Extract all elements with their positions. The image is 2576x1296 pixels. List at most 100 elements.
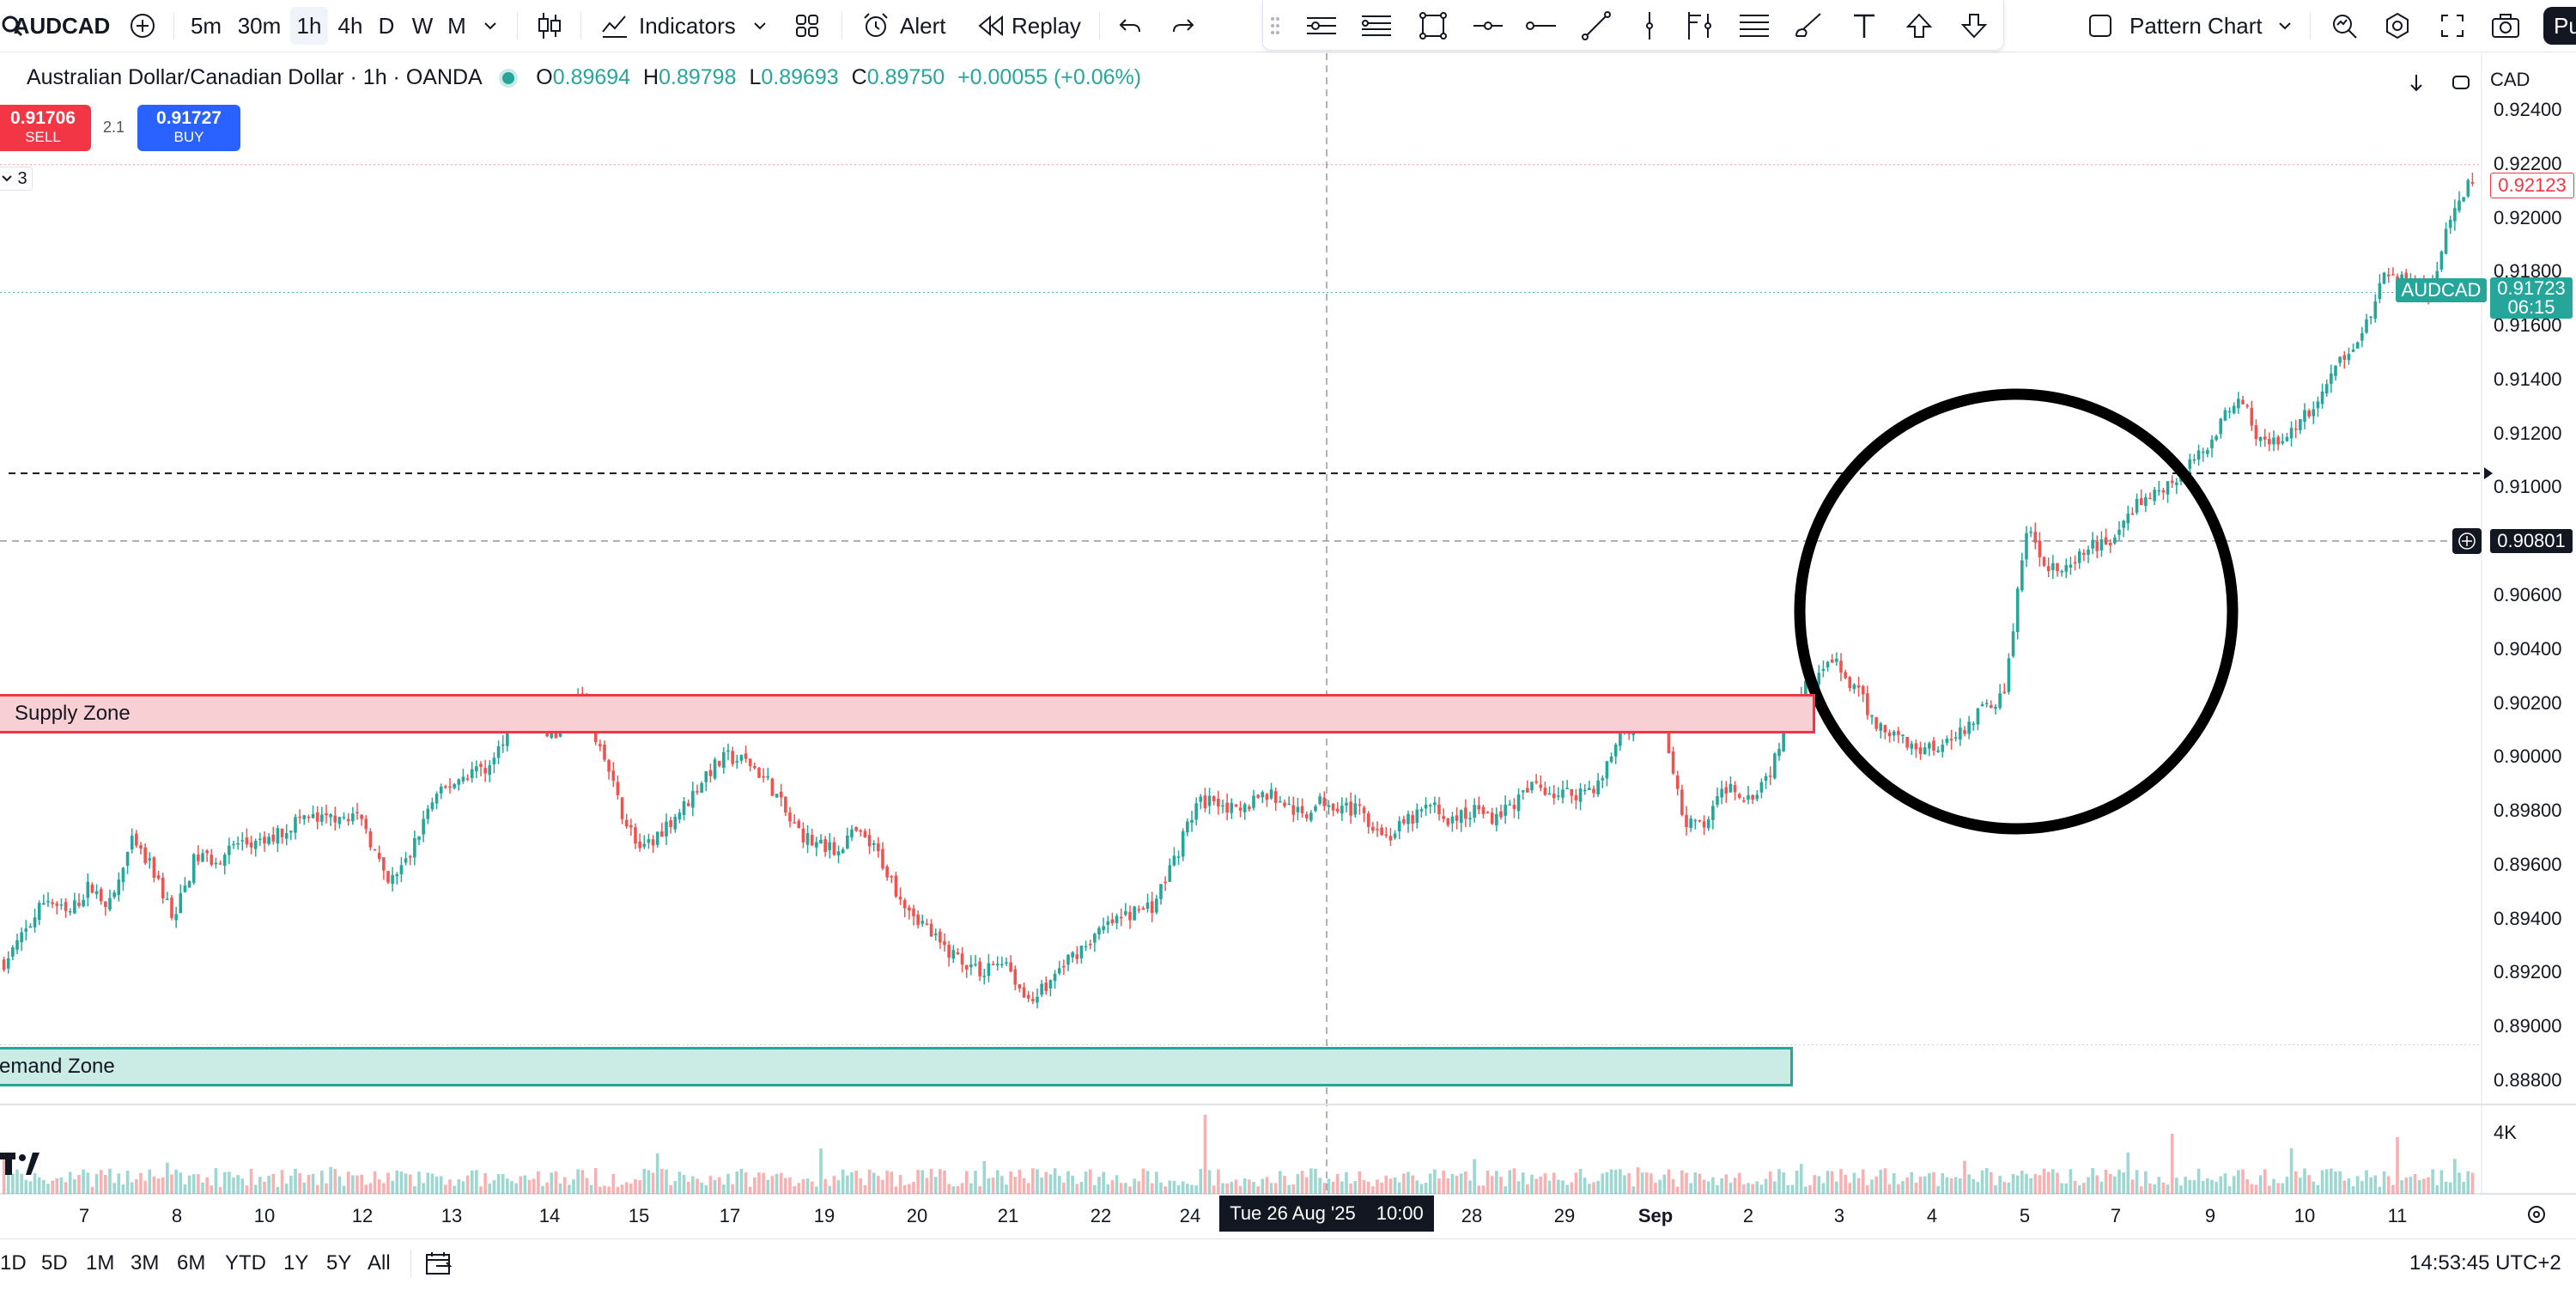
candle-body <box>488 764 492 776</box>
volume-bar <box>2237 1170 2240 1194</box>
volume-bar <box>77 1175 81 1194</box>
brush-tool-icon[interactable] <box>1790 7 1828 45</box>
camera-snapshot-icon[interactable] <box>2487 0 2524 52</box>
indicators-icon[interactable] <box>598 0 632 52</box>
volume-bar <box>537 1171 540 1194</box>
volume-bar <box>417 1171 421 1194</box>
quick-search-icon[interactable] <box>2325 0 2363 52</box>
alert-button[interactable]: Alert <box>900 12 946 39</box>
vertical-line-tool-icon[interactable] <box>1631 7 1668 45</box>
candle-body <box>1777 748 1781 757</box>
range-5y[interactable]: 5Y <box>326 1251 352 1275</box>
ohlc-change: +0.00055 (+0.06%) <box>957 65 1142 89</box>
demand-zone[interactable]: emand Zone <box>0 1047 1793 1086</box>
parallel-channel-tool-icon[interactable] <box>1735 7 1773 45</box>
candle-body <box>139 845 143 849</box>
settings-gear-icon[interactable] <box>2379 0 2416 52</box>
volume-bar <box>1044 1171 1048 1194</box>
goto-date-calendar-icon[interactable] <box>424 1239 453 1287</box>
range-1y[interactable]: 1Y <box>283 1251 309 1275</box>
volume-bar <box>2175 1177 2178 1194</box>
replay-button[interactable]: Replay <box>1012 12 1081 39</box>
timeframe-1h[interactable]: 1h <box>290 7 328 45</box>
candle-body <box>898 897 902 900</box>
alarm-clock-icon[interactable] <box>857 0 895 52</box>
candles-chart-type-icon[interactable] <box>532 0 567 52</box>
candle-body <box>135 833 138 846</box>
candle-body <box>496 745 501 758</box>
candle-body <box>276 828 280 844</box>
volume-bar <box>1627 1172 1631 1194</box>
search-icon[interactable] <box>0 0 24 52</box>
volume-bar <box>1088 1169 1092 1194</box>
timeframe-m[interactable]: M <box>447 12 466 39</box>
horizontal-ray-tool-icon[interactable] <box>1522 7 1560 45</box>
chevron-down-icon[interactable] <box>2272 0 2298 52</box>
range-all[interactable]: All <box>368 1251 391 1275</box>
range-3m[interactable]: 3M <box>131 1251 160 1275</box>
timeframe-30m[interactable]: 30m <box>237 12 282 39</box>
candle-body <box>744 753 748 759</box>
volume-bar <box>59 1177 64 1194</box>
drag-handle-icon[interactable] <box>1265 7 1285 45</box>
volume-bar <box>1194 1185 1198 1194</box>
horizontal-line-tool-icon[interactable] <box>1469 7 1507 45</box>
range-ytd[interactable]: YTD <box>225 1251 266 1275</box>
arrow-down-scale-icon[interactable] <box>2399 67 2433 98</box>
timeframe-5m[interactable]: 5m <box>190 12 222 39</box>
multi-line-tool-icon[interactable] <box>1303 7 1340 45</box>
undo-icon[interactable] <box>1113 0 1147 52</box>
clock-timezone[interactable]: 14:53:45 UTC+2 <box>2409 1251 2561 1275</box>
indicators-collapse-toggle[interactable]: 3 <box>0 167 33 191</box>
volume-bar <box>2281 1183 2285 1194</box>
indicators-button[interactable]: Indicators <box>639 12 736 39</box>
fib-retracement-icon[interactable] <box>1358 7 1395 45</box>
templates-grid-icon[interactable] <box>788 0 826 52</box>
symbol-search[interactable]: AUDCAD <box>13 12 111 39</box>
fullscreen-icon[interactable] <box>2433 0 2471 52</box>
pattern-chart-button[interactable]: Pattern Chart <box>2129 12 2263 39</box>
candle-body <box>797 820 801 829</box>
text-tool-icon[interactable] <box>1845 7 1883 45</box>
checkbox-icon[interactable] <box>2083 0 2117 52</box>
volume-bar <box>2219 1176 2223 1194</box>
timeframe-w[interactable]: W <box>411 12 434 39</box>
supply-zone[interactable]: Supply Zone <box>0 694 1815 733</box>
candle-body <box>1835 658 1838 662</box>
sync-icon[interactable] <box>2444 67 2478 98</box>
replay-rewind-icon[interactable] <box>974 0 1008 52</box>
redo-icon[interactable] <box>1166 0 1200 52</box>
volume-bar <box>1636 1167 1640 1194</box>
symbol-title[interactable]: Australian Dollar/Canadian Dollar · 1h ·… <box>26 65 482 89</box>
volume-bar <box>1106 1183 1110 1194</box>
volume-bar <box>1570 1182 1574 1194</box>
range-6m[interactable]: 6M <box>177 1251 206 1275</box>
arrow-down-tool-icon[interactable] <box>1955 7 1993 45</box>
volume-bar <box>1415 1180 1419 1194</box>
chevron-down-icon[interactable] <box>477 0 503 52</box>
rectangle-tool-icon[interactable] <box>1414 7 1452 45</box>
candle-body <box>1273 791 1278 803</box>
pitchfork-tool-icon[interactable] <box>1680 7 1718 45</box>
volume-bar <box>655 1153 659 1194</box>
candle-body <box>1048 980 1053 989</box>
time-axis-settings-icon[interactable] <box>2524 1202 2549 1231</box>
timeframe-d[interactable]: D <box>378 12 395 39</box>
timeframe-4h[interactable]: 4h <box>337 12 363 39</box>
trend-line-tool-icon[interactable] <box>1577 7 1615 45</box>
candle-body <box>1852 685 1856 690</box>
candle-body <box>1402 818 1406 824</box>
candle-body <box>1442 816 1445 819</box>
range-5d[interactable]: 5D <box>41 1251 68 1275</box>
currency-selector[interactable]: CAD <box>2490 69 2530 90</box>
sell-button[interactable]: 0.91706 SELL <box>0 105 91 151</box>
range-1d[interactable]: 1D <box>0 1251 27 1275</box>
compare-add-icon[interactable] <box>124 0 161 52</box>
candle-body <box>2104 537 2108 545</box>
buy-button[interactable]: 0.91727 BUY <box>137 105 240 151</box>
volume-bar <box>1353 1181 1358 1194</box>
publish-button[interactable]: Pu <box>2543 7 2576 45</box>
chevron-down-icon[interactable] <box>749 0 771 52</box>
arrow-up-tool-icon[interactable] <box>1900 7 1938 45</box>
range-1m[interactable]: 1M <box>86 1251 115 1275</box>
